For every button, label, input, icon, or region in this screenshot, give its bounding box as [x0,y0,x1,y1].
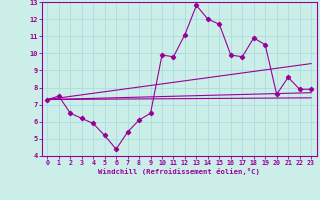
X-axis label: Windchill (Refroidissement éolien,°C): Windchill (Refroidissement éolien,°C) [98,168,260,175]
